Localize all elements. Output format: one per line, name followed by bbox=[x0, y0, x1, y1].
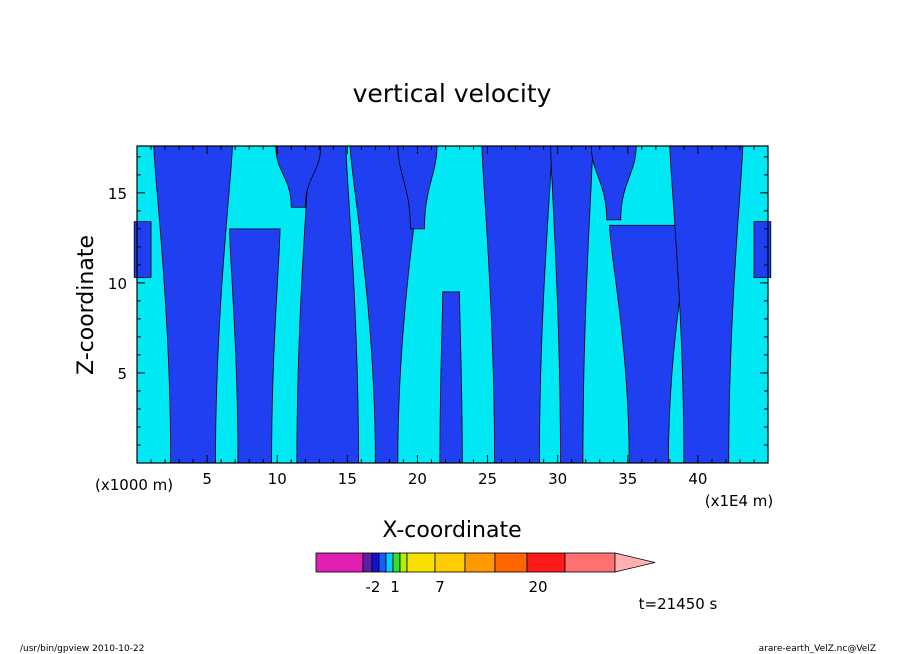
x-tick-label: 10 bbox=[268, 470, 287, 488]
time-label: t=21450 s bbox=[639, 595, 718, 613]
x-axis-ticks: 5 10 15 20 25 30 35 40 bbox=[150, 146, 755, 488]
updraft-plume bbox=[753, 221, 772, 278]
plot-area: 5 10 15 20 25 30 35 40 5 10 15 bbox=[108, 145, 772, 488]
y-axis-label: Z-coordinate bbox=[74, 235, 99, 375]
x-tick-label: 5 bbox=[202, 470, 212, 488]
x-unit-right: (x1E4 m) bbox=[705, 492, 774, 510]
colorbar-segment bbox=[371, 552, 380, 573]
x-tick-label: 20 bbox=[408, 470, 427, 488]
x-unit-left: (x1000 m) bbox=[95, 476, 173, 494]
y-tick-label: 15 bbox=[108, 185, 127, 203]
y-tick-label: 5 bbox=[117, 365, 127, 383]
updraft-plume bbox=[439, 291, 463, 464]
footer-right: arare-earth_VelZ.nc@VelZ bbox=[759, 644, 876, 654]
chart-title: vertical velocity bbox=[353, 79, 552, 108]
colorbar-segment bbox=[464, 552, 496, 573]
colorbar-tick-label: -2 bbox=[366, 578, 381, 596]
colorbar-segment bbox=[434, 552, 466, 573]
x-tick-label: 15 bbox=[338, 470, 357, 488]
x-tick-label: 30 bbox=[548, 470, 567, 488]
footer-left: /usr/bin/gpview 2010-10-22 bbox=[20, 644, 144, 654]
x-tick-label: 40 bbox=[688, 470, 707, 488]
x-axis-label: X-coordinate bbox=[382, 518, 521, 543]
colorbar bbox=[315, 552, 656, 573]
colorbar-labels: -2 1 7 20 bbox=[366, 578, 548, 596]
colorbar-segment bbox=[315, 552, 364, 573]
colorbar-extension-arrow bbox=[614, 552, 656, 573]
updraft-plume bbox=[133, 221, 152, 278]
x-tick-label: 25 bbox=[478, 470, 497, 488]
y-tick-label: 10 bbox=[108, 275, 127, 293]
colorbar-segment bbox=[526, 552, 566, 573]
updraft-plume bbox=[229, 228, 281, 464]
y-axis-ticks: 5 10 15 bbox=[108, 156, 768, 446]
colorbar-segment bbox=[392, 552, 401, 573]
colorbar-segment bbox=[406, 552, 436, 573]
colorbar-segment bbox=[399, 552, 408, 573]
plot-frame bbox=[136, 145, 769, 464]
colorbar-segment bbox=[378, 552, 387, 573]
colorbar-segment bbox=[564, 552, 616, 573]
colorbar-segment bbox=[494, 552, 528, 573]
x-tick-label: 35 bbox=[618, 470, 637, 488]
colorbar-tick-label: 20 bbox=[528, 578, 547, 596]
colorbar-tick-label: 1 bbox=[390, 578, 400, 596]
colorbar-segment bbox=[362, 552, 373, 573]
colorbar-segment bbox=[385, 552, 394, 573]
colorbar-tick-label: 7 bbox=[435, 578, 445, 596]
